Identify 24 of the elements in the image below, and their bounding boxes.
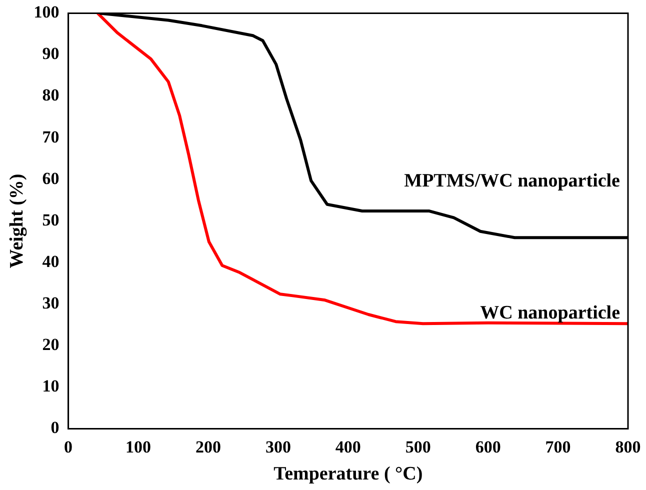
y-tick-label: 0 — [50, 418, 60, 438]
y-tick-label: 60 — [42, 168, 60, 188]
y-tick-label: 40 — [42, 252, 60, 271]
series-label: MPTMS/WC nanoparticle — [404, 170, 620, 192]
y-tick-label: 80 — [42, 86, 60, 105]
series-label: WC nanoparticle — [480, 302, 620, 324]
x-tick-label: 200 — [195, 437, 221, 456]
x-tick-label: 0 — [64, 437, 73, 456]
y-tick-label: 70 — [42, 127, 60, 146]
x-tick-label: 700 — [545, 437, 571, 456]
y-axis-title: Weight (%) — [6, 174, 28, 268]
y-tick-label: 30 — [42, 294, 60, 313]
x-tick-label: 800 — [615, 437, 641, 456]
x-tick-label: 100 — [126, 437, 152, 456]
x-tick-label: 500 — [405, 437, 431, 456]
y-tick-label: 10 — [42, 376, 60, 396]
y-tick-label: 90 — [42, 44, 60, 64]
x-axis-title: Temperature ( °C) — [274, 464, 423, 485]
x-tick-label: 600 — [475, 437, 501, 456]
y-tick-label: 100 — [34, 2, 60, 22]
x-tick-label: 300 — [265, 437, 291, 456]
y-tick-label: 20 — [42, 335, 60, 354]
x-tick-label: 400 — [335, 437, 361, 456]
y-tick-label: 50 — [42, 210, 60, 230]
